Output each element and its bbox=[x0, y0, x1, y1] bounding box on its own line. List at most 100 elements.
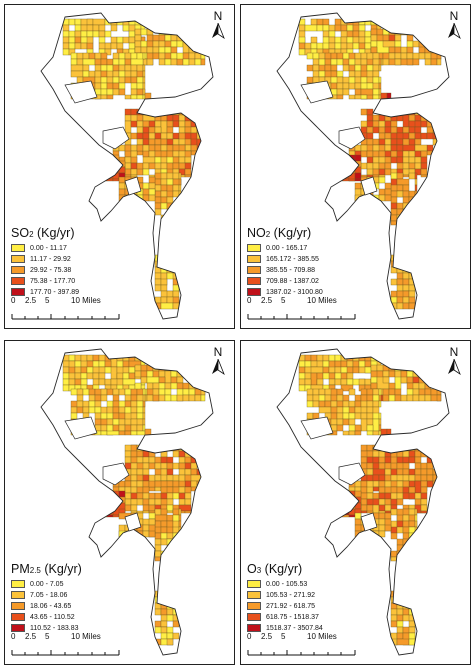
census-tract bbox=[402, 126, 410, 134]
census-tract bbox=[134, 40, 142, 48]
north-arrow-icon bbox=[448, 359, 461, 375]
census-tract bbox=[360, 406, 368, 414]
census-tract bbox=[378, 400, 382, 408]
enclave-boundary bbox=[360, 512, 378, 532]
census-tract bbox=[328, 24, 336, 32]
census-tract bbox=[200, 46, 206, 54]
census-tract bbox=[94, 58, 102, 66]
census-tract bbox=[342, 58, 350, 66]
census-tract bbox=[172, 254, 180, 262]
census-tract bbox=[188, 394, 196, 402]
census-tract bbox=[372, 174, 380, 178]
census-tract bbox=[130, 504, 138, 512]
census-tract bbox=[100, 52, 108, 60]
census-tract bbox=[402, 590, 410, 604]
census-tract bbox=[106, 154, 114, 162]
census-tract bbox=[74, 30, 82, 38]
legend-item: 0.00 - 105.53 bbox=[247, 579, 323, 589]
census-tract bbox=[408, 550, 416, 558]
census-tract bbox=[160, 260, 168, 268]
census-tract bbox=[402, 156, 410, 164]
census-tract bbox=[142, 126, 150, 134]
census-tract bbox=[390, 550, 398, 558]
census-tract bbox=[184, 168, 192, 176]
census-tract bbox=[408, 474, 416, 482]
census-tract bbox=[172, 214, 182, 222]
census-tract bbox=[188, 388, 196, 396]
census-tract bbox=[402, 450, 410, 458]
census-tract bbox=[100, 154, 108, 162]
census-tract bbox=[136, 418, 144, 426]
census-tract bbox=[160, 120, 168, 134]
census-tract bbox=[406, 34, 414, 42]
census-tract bbox=[312, 52, 320, 60]
legend-item: 385.55 - 709.88 bbox=[247, 265, 323, 275]
scale-tick-label: 10 Miles bbox=[71, 296, 101, 305]
census-tract bbox=[402, 486, 410, 494]
census-tract bbox=[394, 376, 402, 390]
census-tract bbox=[184, 492, 192, 500]
census-tract bbox=[160, 284, 168, 292]
census-tract bbox=[86, 30, 94, 38]
census-tract bbox=[82, 58, 96, 66]
census-tract bbox=[414, 220, 418, 226]
legend-swatch bbox=[247, 602, 261, 610]
census-tract bbox=[396, 520, 404, 528]
census-tract bbox=[194, 34, 202, 42]
census-tract bbox=[316, 378, 324, 386]
census-tract bbox=[360, 504, 368, 512]
census-tract bbox=[418, 370, 426, 378]
census-tract bbox=[316, 360, 324, 368]
enclave-boundary bbox=[338, 462, 366, 486]
census-tract bbox=[178, 120, 186, 128]
census-tract bbox=[184, 444, 192, 452]
census-tract bbox=[92, 354, 100, 362]
census-tract bbox=[130, 162, 138, 170]
census-tract bbox=[76, 58, 84, 66]
census-tract bbox=[372, 114, 380, 122]
census-tract bbox=[412, 388, 420, 396]
census-tract bbox=[304, 360, 312, 368]
census-tract bbox=[382, 394, 390, 402]
census-tract bbox=[166, 208, 174, 222]
census-tract bbox=[136, 474, 144, 482]
census-tract bbox=[360, 108, 368, 116]
census-tract bbox=[154, 456, 162, 464]
census-tract bbox=[358, 42, 366, 50]
census-tract bbox=[136, 120, 144, 128]
census-tract bbox=[402, 520, 410, 528]
census-tract bbox=[166, 632, 174, 640]
census-tract bbox=[406, 388, 414, 396]
census-tract bbox=[312, 400, 320, 408]
census-tract bbox=[406, 370, 414, 378]
census-tract bbox=[408, 150, 416, 158]
census-tract bbox=[170, 394, 178, 402]
census-tract bbox=[142, 462, 150, 470]
census-tract bbox=[136, 400, 144, 408]
census-tract bbox=[92, 24, 100, 32]
census-tract bbox=[142, 94, 146, 100]
census-tract bbox=[370, 376, 378, 384]
census-tract bbox=[382, 40, 396, 48]
census-tract bbox=[196, 444, 202, 458]
census-tract bbox=[124, 486, 132, 494]
census-tract bbox=[354, 82, 362, 90]
census-tract bbox=[336, 58, 344, 66]
census-tract bbox=[414, 150, 422, 158]
census-tract bbox=[378, 64, 382, 72]
census-tract bbox=[330, 418, 338, 426]
census-tract bbox=[418, 34, 426, 42]
census-tract bbox=[88, 70, 96, 78]
census-tract bbox=[160, 632, 168, 640]
census-tract bbox=[172, 492, 180, 500]
census-tract bbox=[390, 620, 398, 628]
census-tract bbox=[196, 450, 202, 458]
census-tract bbox=[378, 504, 386, 512]
census-tract bbox=[354, 172, 362, 180]
census-tract bbox=[94, 64, 102, 72]
census-tract bbox=[68, 378, 76, 386]
census-tract bbox=[166, 544, 180, 552]
census-tract bbox=[336, 418, 344, 426]
census-tract bbox=[160, 526, 168, 534]
legend-item: 43.65 - 110.52 bbox=[11, 612, 82, 622]
